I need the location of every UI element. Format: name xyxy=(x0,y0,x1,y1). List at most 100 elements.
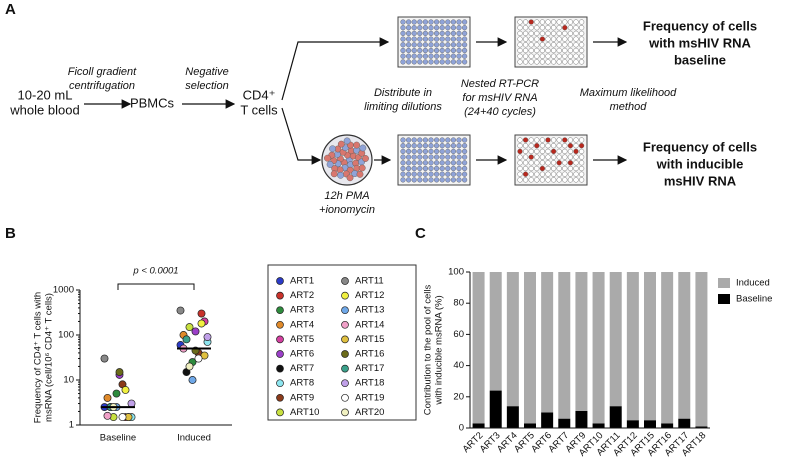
node-text: CD4⁺ xyxy=(243,87,276,102)
y-tick-label: 100 xyxy=(448,267,464,278)
legend-marker xyxy=(341,350,349,358)
well xyxy=(534,53,540,59)
output-text: baseline xyxy=(674,52,726,67)
well xyxy=(456,137,462,143)
well xyxy=(567,36,574,42)
well xyxy=(567,30,574,37)
well xyxy=(417,148,423,155)
legend-marker xyxy=(276,320,284,329)
well xyxy=(456,59,462,65)
cell xyxy=(343,137,351,145)
well xyxy=(545,154,551,160)
legend-marker xyxy=(341,379,349,388)
well xyxy=(578,19,585,25)
legend-marker xyxy=(341,277,349,285)
well xyxy=(578,30,585,37)
well xyxy=(400,171,406,177)
well xyxy=(539,47,546,54)
well xyxy=(445,59,451,65)
legend-label: ART12 xyxy=(355,290,384,301)
well xyxy=(578,36,585,42)
well xyxy=(456,171,462,177)
well xyxy=(422,165,429,172)
well xyxy=(406,154,412,160)
well xyxy=(439,154,445,160)
legend-marker xyxy=(341,291,349,300)
well xyxy=(450,42,457,48)
well xyxy=(400,53,406,59)
legend-marker xyxy=(341,320,349,329)
step-text: +ionomycin xyxy=(319,204,375,216)
well xyxy=(545,47,551,54)
well xyxy=(545,143,551,149)
well xyxy=(578,59,585,65)
well xyxy=(406,171,412,177)
well xyxy=(422,59,429,65)
well xyxy=(417,160,423,166)
well xyxy=(428,30,434,37)
well xyxy=(562,143,568,149)
well xyxy=(434,42,440,48)
well xyxy=(411,177,417,183)
legend-label: ART13 xyxy=(355,305,384,316)
well xyxy=(522,36,529,42)
x-tick-label: Baseline xyxy=(100,433,136,444)
well xyxy=(573,53,579,59)
well xyxy=(539,42,546,48)
well xyxy=(545,53,551,59)
well xyxy=(400,154,406,160)
well xyxy=(417,165,423,172)
well xyxy=(550,137,557,143)
y-axis-label: with inducible msRNA (%) xyxy=(434,295,445,405)
well xyxy=(534,177,540,183)
well xyxy=(539,143,546,149)
well xyxy=(522,154,529,160)
well xyxy=(411,36,417,42)
well xyxy=(562,47,568,54)
well xyxy=(422,148,429,155)
well xyxy=(534,30,540,37)
bar xyxy=(472,423,485,428)
well xyxy=(462,42,468,48)
well xyxy=(573,160,579,166)
arrow xyxy=(281,37,390,101)
well xyxy=(522,165,529,172)
well xyxy=(445,36,451,42)
well xyxy=(422,154,429,160)
bar xyxy=(592,272,605,424)
well xyxy=(567,53,574,59)
well xyxy=(578,148,585,155)
bar xyxy=(506,406,519,428)
bar xyxy=(592,423,605,428)
well xyxy=(545,36,551,42)
bar xyxy=(661,272,674,424)
well xyxy=(539,25,546,31)
well xyxy=(534,36,540,42)
bracket xyxy=(117,283,195,290)
well xyxy=(562,36,568,42)
bar xyxy=(644,272,656,421)
legend-marker xyxy=(276,408,284,417)
legend-label: ART11 xyxy=(355,276,384,287)
well xyxy=(434,30,440,37)
well xyxy=(528,143,534,149)
well xyxy=(545,160,551,166)
well xyxy=(550,42,557,48)
well xyxy=(456,165,462,172)
well xyxy=(450,47,457,54)
well xyxy=(534,160,540,166)
well xyxy=(462,30,468,37)
y-tick-label: 1 xyxy=(69,420,74,431)
well xyxy=(528,137,534,143)
well xyxy=(562,59,568,65)
well xyxy=(522,59,529,65)
well xyxy=(528,165,534,172)
well xyxy=(400,42,406,48)
well xyxy=(411,53,417,59)
well xyxy=(517,148,523,155)
well xyxy=(450,25,457,31)
well xyxy=(517,160,523,166)
well xyxy=(562,177,568,183)
output-text: with inducible xyxy=(656,156,744,171)
well xyxy=(528,171,534,177)
